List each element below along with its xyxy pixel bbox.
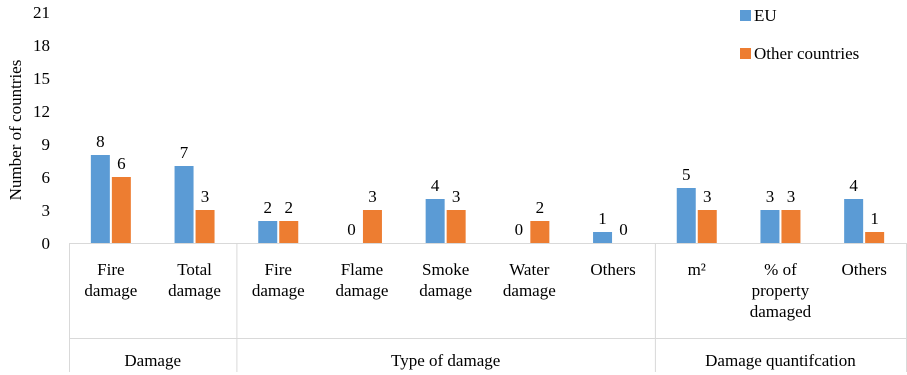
category-label: Fire damage [84,260,137,300]
legend: EU Other countries [740,6,859,63]
y-tick-label: 18 [33,36,50,55]
y-tick-label: 9 [42,135,51,154]
data-label: 8 [96,132,105,151]
category-label: Total damage [168,260,221,300]
bar-other-countries [781,210,801,243]
bar-eu [425,199,445,243]
data-label: 2 [264,198,273,217]
category-label-line: Fire [97,260,124,279]
category-label: Smoke damage [419,260,472,300]
y-tick-label: 6 [42,168,51,187]
category-label-line: damage [252,281,305,300]
category-label-line: damage [336,281,389,300]
category-label-line: Total [177,260,212,279]
data-label: 0 [619,220,628,239]
legend-label: EU [754,6,777,25]
data-label: 2 [536,198,545,217]
category-label-line: damage [419,281,472,300]
data-label: 3 [703,187,712,206]
category-label-line: Fire [265,260,292,279]
y-axis-ticks: 0 3 6 9 12 15 18 21 [33,3,50,253]
category-label-line: damage [84,281,137,300]
bars [90,155,885,243]
category-label-line: Smoke [422,260,469,279]
y-tick-label: 3 [42,201,51,220]
data-label: 3 [201,187,210,206]
group-labels: Damage Type of damage Damage quantifcation [124,351,856,370]
category-label-line: damaged [750,302,812,321]
data-label: 3 [766,187,775,206]
category-label: m² [688,260,706,279]
bar-eu [258,221,278,243]
bar-eu [676,188,696,243]
category-label: Others [590,260,635,279]
bar-other-countries [362,210,382,243]
data-label: 5 [682,165,691,184]
bar-eu [760,210,780,243]
y-axis-title-group: Number of countries [6,60,25,201]
data-label: 1 [598,209,607,228]
data-label: 3 [787,187,796,206]
y-axis-title: Number of countries [6,60,25,201]
category-label-line: Water [509,260,549,279]
category-label-line: Flame [341,260,384,279]
legend-swatch [740,48,751,59]
y-tick-label: 0 [42,234,51,253]
group-label: Type of damage [391,351,500,370]
category-label-line: m² [688,260,706,279]
category-label: Flame damage [336,260,389,300]
data-label: 3 [452,187,461,206]
category-label-line: damage [168,281,221,300]
category-label-line: Others [841,260,886,279]
bar-other-countries [195,210,215,243]
category-label: Water damage [503,260,556,300]
bar-eu [174,166,194,243]
data-label: 1 [870,209,879,228]
bar-other-countries [446,210,466,243]
bar-eu [844,199,864,243]
category-label-line: % of [764,260,797,279]
bar-eu [593,232,613,243]
category-label: % of property damaged [750,260,812,321]
data-label: 6 [117,154,126,173]
legend-label: Other countries [754,44,859,63]
legend-swatch [740,10,751,21]
bar-other-countries [111,177,131,243]
bar-other-countries [865,232,885,243]
group-label: Damage quantifcation [705,351,856,370]
category-label: Others [841,260,886,279]
bar-other-countries [530,221,550,243]
data-label: 7 [180,143,189,162]
y-tick-label: 15 [33,69,50,88]
group-label: Damage [124,351,181,370]
category-label-line: property [752,281,810,300]
data-label: 4 [431,176,440,195]
bar-other-countries [279,221,299,243]
category-labels: Fire damage Total damage Fire damage Flame dama… [84,260,886,321]
category-label-line: Others [590,260,635,279]
data-label: 0 [515,220,524,239]
category-label-line: damage [503,281,556,300]
data-label: 2 [285,198,294,217]
category-label: Fire damage [252,260,305,300]
y-tick-label: 12 [33,102,50,121]
data-label: 4 [849,176,858,195]
data-label: 3 [368,187,377,206]
bar-other-countries [697,210,717,243]
bar-eu [90,155,110,243]
data-label: 0 [347,220,356,239]
y-tick-label: 21 [33,3,50,22]
